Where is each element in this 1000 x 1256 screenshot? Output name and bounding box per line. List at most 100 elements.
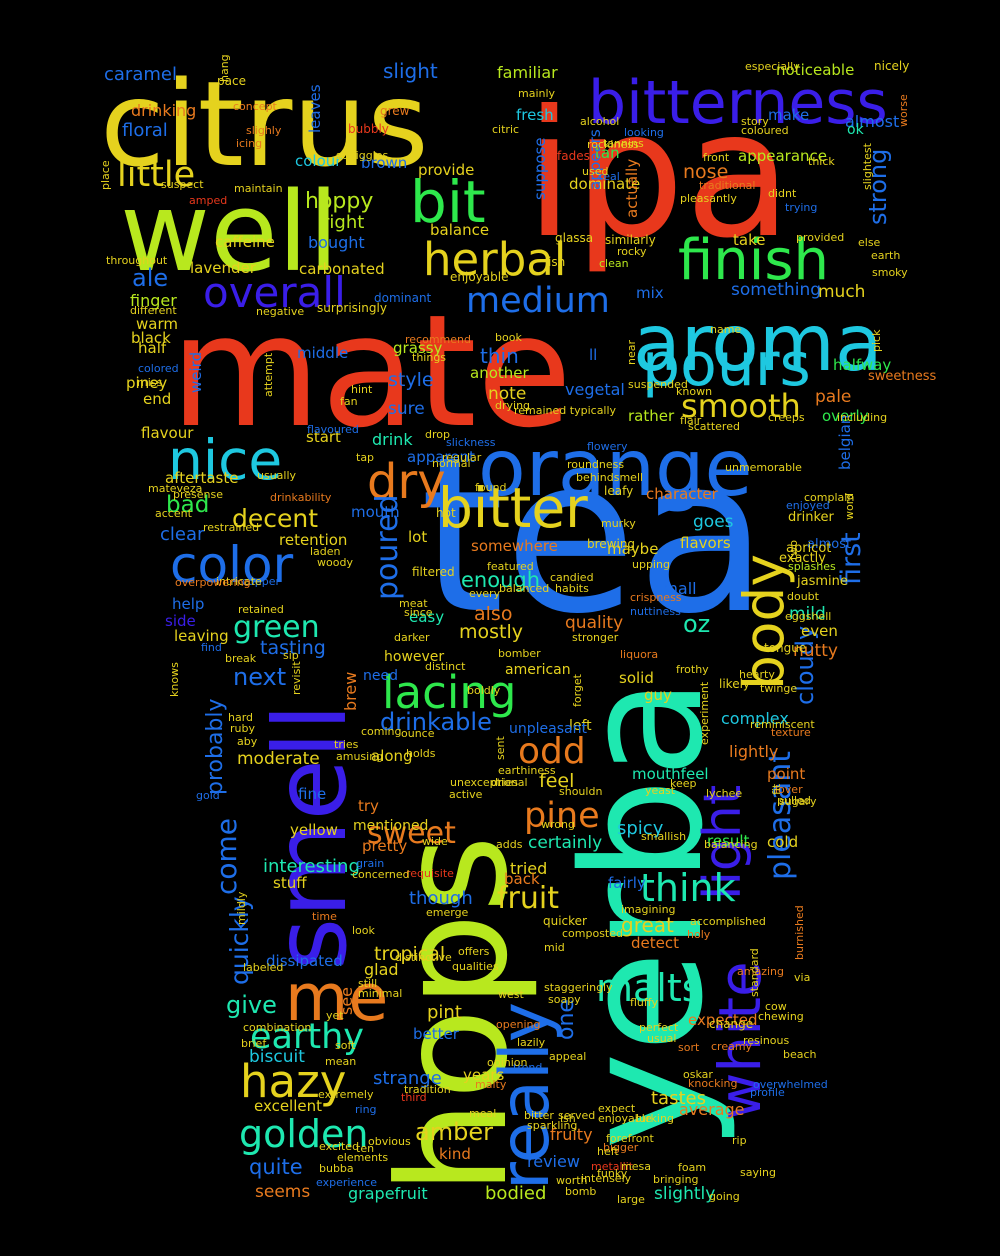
word-brewing: brewing xyxy=(587,537,635,551)
word-bit: bit xyxy=(410,168,486,236)
word-sparkling: sparkling xyxy=(527,1119,577,1132)
word-icing: icing xyxy=(236,137,262,150)
word-almost: almost xyxy=(845,112,899,131)
word-review: review xyxy=(527,1152,580,1171)
word-qualities: qualities xyxy=(452,960,499,973)
word-mate: mate xyxy=(170,281,572,462)
word-lurking: lurking xyxy=(636,1112,674,1125)
word-oskar: oskar xyxy=(683,1068,713,1081)
word-halfway: halfway xyxy=(833,356,891,374)
word-elements: elements xyxy=(337,1151,388,1164)
word-little: little xyxy=(117,155,195,195)
word-dominate: dominate xyxy=(569,175,640,193)
word-drinker: drinker xyxy=(788,510,835,525)
word-malts: malts xyxy=(596,966,702,1010)
word-one: one xyxy=(554,999,579,1040)
word-bodied: bodied xyxy=(485,1183,546,1204)
word-ring: ring xyxy=(355,1103,377,1116)
word-detect: detect xyxy=(631,934,679,952)
word-west: west xyxy=(498,988,524,1001)
word-much: much xyxy=(818,282,865,302)
word-flavors: flavors xyxy=(680,534,731,552)
word-requisite: requisite xyxy=(406,867,454,880)
word-creamy: creamy xyxy=(711,1040,753,1053)
word-chewing: chewing xyxy=(758,1010,804,1023)
word-light: light xyxy=(693,785,753,900)
word-ll: ll xyxy=(589,346,597,364)
word-quicker: quicker xyxy=(543,914,587,928)
word-suspended: suspended xyxy=(628,378,688,391)
word-funky: funky xyxy=(597,1167,628,1180)
word-colored: colored xyxy=(138,362,179,375)
word-drinking: drinking xyxy=(131,101,196,120)
word-piney: piney xyxy=(126,374,167,392)
word-sugary: sugary xyxy=(779,795,817,808)
word-miss: miss xyxy=(137,376,163,389)
word-complex: complex xyxy=(721,709,789,728)
word-retained: retained xyxy=(238,603,284,616)
word-bitter: bitter xyxy=(524,1109,554,1122)
word-obvious: obvious xyxy=(368,1135,411,1148)
word-crispness: crispness xyxy=(630,591,682,604)
word-flavoured: flavoured xyxy=(307,423,359,436)
word-citrus: citrus xyxy=(100,55,429,193)
word-come: come xyxy=(210,818,243,895)
word-lightly: lightly xyxy=(729,742,778,761)
word-mateveza: mateveza xyxy=(148,482,202,495)
word-tastes: tastes xyxy=(651,1088,706,1109)
word-regular: regular xyxy=(442,451,482,464)
word-aby: aby xyxy=(237,735,258,748)
word-stronger: stronger xyxy=(572,631,619,644)
word-next: next xyxy=(233,663,286,691)
word-fan: fan xyxy=(340,395,358,408)
word-however: however xyxy=(384,649,444,665)
word-mean: mean xyxy=(325,1055,356,1068)
word-pale: pale xyxy=(815,387,851,407)
word-presense: presense xyxy=(173,488,223,501)
word-interesting: interesting xyxy=(263,856,360,877)
word-mostly: mostly xyxy=(459,621,523,643)
word-amazing: amazing xyxy=(737,965,784,978)
word-overall: overall xyxy=(203,268,346,317)
word-appears: appears xyxy=(586,129,604,190)
word-first: first xyxy=(836,532,867,585)
word-laden: laden xyxy=(310,545,341,558)
word-pulled: pulled xyxy=(777,794,811,807)
word-accomplished: accomplished xyxy=(690,915,766,928)
word-negative: negative xyxy=(256,305,304,318)
word-also: also xyxy=(474,603,512,625)
word-pace: pace xyxy=(217,74,246,88)
word-frothy: frothy xyxy=(676,663,709,676)
word-unmemorable: unmemorable xyxy=(725,461,802,474)
word-appearance: appearance xyxy=(738,147,827,165)
word-colour: colour xyxy=(295,152,342,170)
word-something: something xyxy=(731,280,821,300)
word-retention: retention xyxy=(279,531,347,549)
word-grapefruit: grapefruit xyxy=(348,1184,428,1203)
word-brief: brief xyxy=(241,1037,267,1050)
word-quickly: quickly xyxy=(225,896,254,985)
word-revisit: revisit xyxy=(290,661,303,695)
word-opening: opening xyxy=(496,1018,540,1031)
word-probably: probably xyxy=(203,698,228,795)
word-sweet: sweet xyxy=(367,816,456,851)
word-extremely: extremely xyxy=(318,1088,374,1101)
word-meal: meal xyxy=(469,1107,496,1120)
word-another: another xyxy=(470,364,529,382)
word-floral: floral xyxy=(122,120,168,141)
word-caffeine: caffeine xyxy=(215,233,275,251)
word-bought: bought xyxy=(308,233,365,252)
word-combination: combination xyxy=(243,1021,311,1034)
word-pretty: pretty xyxy=(362,837,407,855)
word-experiment: experiment xyxy=(698,681,711,745)
word-fine: fine xyxy=(298,785,326,803)
word-lavender: lavender xyxy=(190,259,257,277)
word-knows: knows xyxy=(168,662,181,697)
word-carbonated: carbonated xyxy=(299,260,385,278)
word-suppose: suppose xyxy=(531,137,549,200)
word-jasmine: jasmine xyxy=(796,574,848,589)
word-golden: golden xyxy=(239,1112,369,1156)
word-mentioned: mentioned xyxy=(353,818,428,834)
